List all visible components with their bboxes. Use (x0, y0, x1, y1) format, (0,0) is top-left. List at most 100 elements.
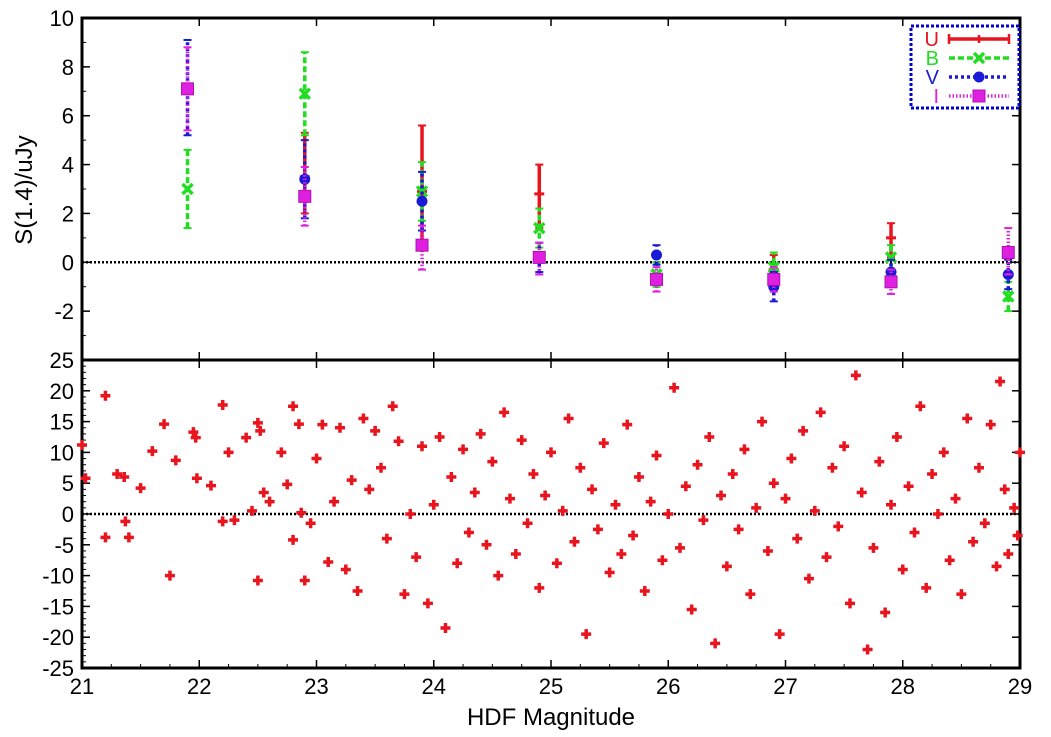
scatter-point (995, 376, 1006, 387)
legend-label-u: U (925, 29, 939, 51)
scatter-point (733, 524, 744, 535)
top-y-tick-label: 6 (62, 104, 74, 129)
legend-marker-v (973, 71, 985, 83)
scatter-point (991, 561, 1002, 572)
bottom-x-tick-label: 29 (1008, 674, 1032, 699)
scatter-point (440, 622, 451, 633)
scatter-point (669, 382, 680, 393)
scatter-point (370, 425, 381, 436)
scatter-point (1009, 502, 1020, 513)
scatter-point (587, 484, 598, 495)
scatter-point (880, 607, 891, 618)
scatter-point (557, 505, 568, 516)
scatter-point (798, 425, 809, 436)
scatter-point (633, 472, 644, 483)
scatter-point (77, 440, 87, 451)
scatter-point (850, 370, 861, 381)
scatter-point (159, 419, 170, 430)
bottom-y-tick-label: -25 (42, 656, 74, 681)
scatter-point (223, 447, 234, 458)
scatter-point (329, 496, 340, 507)
scatter-point (229, 515, 240, 526)
scatter-point (311, 453, 322, 464)
scatter-point (123, 532, 134, 543)
scatter-point (663, 509, 674, 519)
scatter-point (112, 468, 123, 479)
scatter-point (296, 507, 307, 518)
bottom-y-tick-label: 0 (62, 502, 74, 527)
scatter-point (475, 428, 486, 439)
scatter-point (305, 518, 316, 529)
scatter-point (727, 468, 738, 479)
scatter-point (119, 472, 130, 483)
scatter-point (581, 629, 592, 640)
scatter-point (405, 509, 416, 519)
bottom-y-tick-label: -15 (42, 594, 74, 619)
scatter-point (340, 564, 351, 575)
legend-label-i: I (933, 86, 939, 108)
bottom-x-tick-label: 21 (70, 674, 94, 699)
scatter-point (217, 399, 228, 410)
point-i (415, 238, 429, 252)
scatter-point (504, 493, 515, 504)
scatter-point (452, 558, 463, 569)
scatter-point (463, 527, 474, 538)
scatter-point (334, 422, 345, 433)
point-i (650, 272, 664, 286)
scatter-point (417, 441, 428, 452)
scatter-point (147, 446, 158, 457)
scatter-point (803, 573, 814, 584)
point-b (1002, 290, 1015, 303)
scatter-point (968, 536, 979, 547)
scatter-point (639, 586, 650, 596)
scatter-point (815, 407, 826, 418)
scatter-point (575, 462, 586, 473)
scatter-point (622, 419, 633, 430)
top-y-tick-label: 2 (62, 201, 74, 226)
scatter-point (757, 416, 768, 427)
scatter-point (264, 496, 275, 507)
top-y-tick-label: 0 (62, 250, 74, 275)
scatter-point (868, 542, 879, 553)
scatter-point (190, 432, 201, 443)
scatter-point (499, 407, 510, 418)
scatter-point (844, 598, 855, 609)
scatter-point (252, 417, 263, 428)
scatter-point (891, 432, 902, 442)
point-i (532, 250, 546, 264)
scatter-point (80, 473, 91, 484)
scatter-point (346, 475, 357, 486)
scatter-point (381, 533, 392, 544)
bottom-y-tick-label: 15 (50, 410, 74, 435)
scatter-point (428, 499, 439, 510)
scatter-point (809, 505, 820, 516)
scatter-point (698, 515, 709, 526)
scatter-point (258, 487, 269, 498)
scatter-point (680, 481, 691, 492)
bottom-y-tick-label: 25 (50, 348, 74, 373)
scatter-point (839, 441, 850, 452)
scatter-point (686, 604, 697, 615)
bottom-y-tick-label: -5 (54, 533, 74, 558)
scatter-point (393, 436, 404, 447)
scatter-point (241, 432, 252, 443)
point-b (298, 87, 312, 100)
point-b (415, 185, 429, 198)
scatter-point (973, 462, 984, 473)
scatter-point (674, 542, 685, 553)
scatter-point (1012, 530, 1023, 541)
scatter-point (317, 419, 328, 430)
scatter-point (487, 456, 498, 467)
scatter-point (551, 558, 562, 569)
scatter-point (282, 479, 293, 490)
scatter-point (188, 427, 199, 438)
bottom-x-tick-label: 22 (187, 674, 211, 699)
scatter-point (516, 435, 527, 446)
bottom-y-tick-label: 10 (50, 440, 74, 465)
bottom-y-tick-label: 5 (62, 471, 74, 496)
scatter-point (288, 401, 299, 412)
scatter-point (469, 487, 480, 498)
